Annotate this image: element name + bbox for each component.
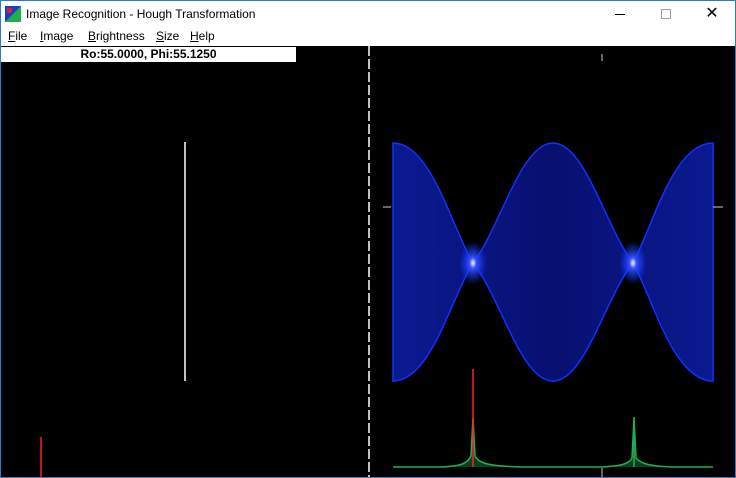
menu-help-mnemonic: H: [190, 29, 199, 43]
close-icon: ✕: [705, 5, 719, 22]
menu-image[interactable]: Image: [40, 29, 73, 43]
menu-image-rest: mage: [43, 29, 74, 43]
menu-size[interactable]: Size: [156, 29, 179, 43]
hough-peak-right: [619, 241, 647, 285]
app-icon: [5, 6, 21, 22]
close-button[interactable]: ✕: [689, 1, 735, 27]
hough-accumulator: [392, 142, 714, 382]
hough-band: [392, 142, 714, 382]
histogram-curve: [393, 417, 713, 468]
menu-file-mnemonic: F: [8, 29, 16, 43]
menu-size-mnemonic: S: [156, 29, 165, 43]
coordinate-readout: Ro:55.0000, Phi:55.1250: [1, 47, 296, 62]
window-title: Image Recognition - Hough Transformation: [26, 7, 256, 21]
maximize-icon: [661, 9, 671, 19]
histogram: [393, 369, 713, 468]
menu-brightness-rest: rightness: [96, 29, 145, 43]
menu-bar: File Image Brightness Size Help: [1, 27, 735, 46]
title-bar[interactable]: Image Recognition - Hough Transformation…: [1, 1, 735, 27]
menu-help[interactable]: Help: [190, 29, 215, 43]
minimize-icon: [615, 14, 625, 15]
drawing-canvas[interactable]: Ro:55.0000, Phi:55.1250: [1, 46, 735, 477]
hough-scene: [40, 46, 723, 477]
maximize-button[interactable]: [643, 1, 689, 27]
menu-brightness[interactable]: Brightness: [88, 29, 145, 43]
menu-file-rest: ile: [15, 29, 28, 43]
hough-peak-left: [459, 241, 487, 285]
menu-brightness-mnemonic: B: [88, 29, 97, 43]
menu-file[interactable]: File: [8, 29, 27, 43]
menu-image-mnemonic: I: [40, 29, 44, 43]
minimize-button[interactable]: [597, 1, 643, 27]
menu-size-rest: ize: [164, 29, 180, 43]
menu-help-rest: elp: [198, 29, 215, 43]
